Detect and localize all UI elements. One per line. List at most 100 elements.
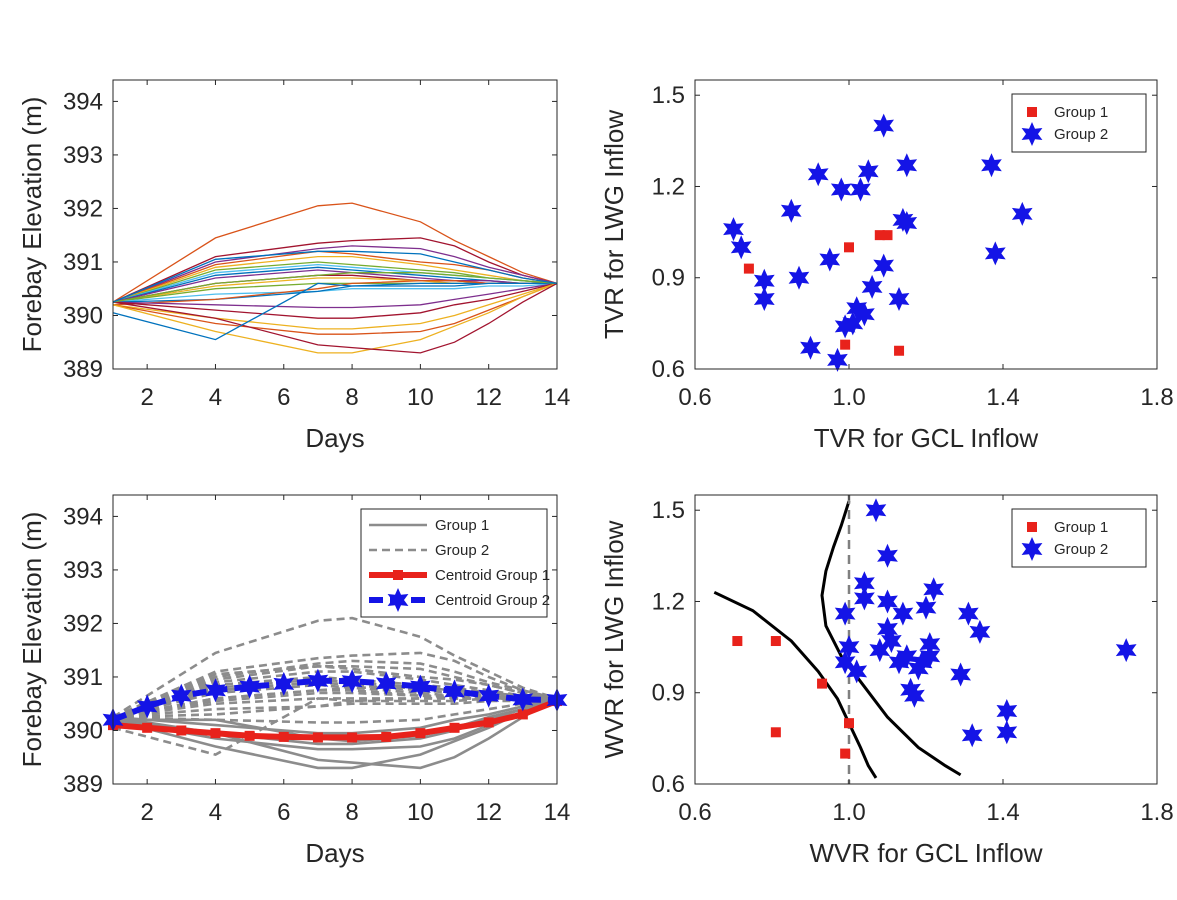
group-2-point [850, 177, 871, 202]
y-tick-label: 394 [63, 503, 103, 530]
group-1-line [112, 697, 558, 735]
centroid-1-marker [517, 709, 528, 720]
legend-label: Group 2 [1054, 541, 1108, 558]
group-2-point [869, 638, 891, 663]
series-line-17 [112, 282, 558, 319]
legend-label: Group 1 [435, 517, 489, 534]
group-2-point [834, 601, 856, 626]
group-2-point [900, 677, 921, 702]
group-2-point [854, 302, 875, 327]
series-1-points [743, 230, 905, 356]
group-1-point [840, 339, 851, 350]
group-2-point [1011, 201, 1033, 226]
centroid-1-marker [278, 731, 289, 742]
y-tick-label: 392 [63, 610, 103, 637]
x-axis-label: WVR for GCL Inflow [809, 838, 1042, 868]
centroid-1-marker [244, 730, 255, 741]
group-1-point [817, 678, 828, 689]
centroid-2-marker [410, 674, 431, 699]
group-2-line [112, 697, 558, 724]
group-2-point [865, 498, 887, 523]
group-1-point [844, 718, 854, 729]
series-line-24 [112, 250, 558, 303]
group-2-point [919, 632, 941, 657]
centroid-1-marker [176, 725, 187, 736]
group-2-point [753, 268, 775, 293]
group-2-point [888, 650, 910, 675]
group-1-point [770, 636, 781, 647]
group-2-point [907, 656, 929, 681]
y-tick-label: 1.2 [652, 588, 685, 615]
legend-box [1011, 508, 1147, 568]
x-tick-label: 1.8 [1140, 799, 1173, 826]
x-axis-label: Days [305, 838, 364, 868]
x-tick-label: 8 [345, 384, 358, 411]
group-2-point [846, 659, 868, 684]
boundary-curve-2 [820, 500, 962, 777]
x-tick-label: 2 [140, 799, 153, 826]
group-2-point [753, 287, 775, 311]
group-2-point [996, 720, 1018, 745]
group-2-line [112, 697, 558, 719]
group-2-point [881, 629, 902, 653]
y-tick-label: 391 [63, 664, 103, 691]
group-2-point [961, 723, 983, 748]
legend-marker [387, 588, 409, 612]
group-2-line [112, 697, 557, 719]
legend-box [1011, 93, 1147, 153]
boundary-curve-1 [713, 590, 878, 779]
group-2-point [846, 296, 868, 321]
centroid-2-marker [136, 694, 158, 719]
x-tick-label: 4 [209, 384, 222, 411]
group-2-point [788, 265, 810, 290]
x-tick-label: 6 [277, 799, 290, 826]
frame-bottom-left: 2 4 6 8 10 12 14 389 390 391 392 393 394 Days Forebay … [17, 494, 570, 868]
centroid-2-marker [375, 671, 397, 696]
x-tick-label: 2 [140, 384, 153, 411]
y-tick-label: 0.6 [652, 356, 685, 383]
x-axis-label: Days [305, 423, 364, 453]
legend-marker [1027, 107, 1037, 117]
series-line-13 [112, 282, 558, 303]
group-2-point [984, 241, 1006, 266]
group-2-point [877, 616, 898, 641]
centroid-1-marker [415, 728, 426, 739]
series-line-1 [112, 202, 558, 303]
x-tick-label: 10 [407, 384, 434, 411]
x-tick-label: 1.4 [986, 799, 1019, 826]
y-axis-label: Forebay Elevation (m) [17, 512, 47, 768]
centroid-1-marker [381, 731, 392, 742]
x-tick-label: 12 [475, 384, 502, 411]
group-2-point [723, 217, 744, 242]
legend: Group 1 Group 2 [1011, 93, 1147, 153]
axes-box [112, 79, 558, 370]
x-tick-label: 4 [209, 799, 222, 826]
group-2-point [838, 635, 860, 660]
centroid-1-marker [142, 722, 153, 733]
centroid-1-marker [210, 728, 221, 739]
x-tick-label: 1.0 [832, 384, 865, 411]
centroid-2-marker [239, 674, 260, 699]
y-tick-label: 391 [63, 249, 103, 276]
group-2-line [112, 651, 558, 719]
group-2-point [892, 601, 914, 626]
group-2-point [877, 543, 898, 568]
y-tick-label: 1.2 [652, 173, 685, 200]
legend-label: Centroid Group 1 [435, 567, 550, 584]
group-2-point [919, 644, 941, 669]
group-2-point [996, 699, 1018, 723]
centroid-1-marker [347, 732, 358, 743]
legend: Group 1 Group 2 [1011, 508, 1147, 568]
y-axis-label: TVR for LWG Inflow [599, 110, 629, 339]
y-tick-label: 0.9 [652, 680, 685, 707]
axes-box [694, 494, 1158, 785]
y-tick-label: 390 [63, 717, 103, 744]
x-tick-label: 0.6 [678, 799, 711, 826]
y-tick-label: 389 [63, 356, 103, 383]
boundary-lines [713, 495, 962, 784]
group-2-point [800, 335, 821, 360]
group-2-point [854, 586, 875, 611]
group-1-point [844, 242, 854, 253]
y-tick-label: 394 [63, 88, 103, 115]
x-tick-label: 1.0 [832, 799, 865, 826]
